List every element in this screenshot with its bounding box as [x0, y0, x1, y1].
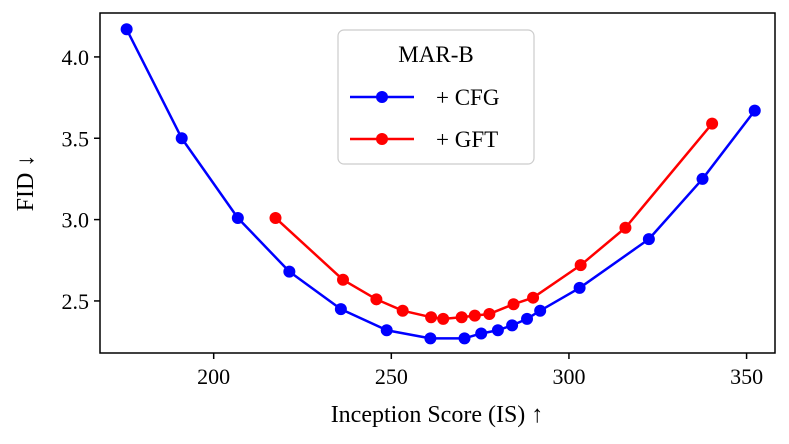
- data-point-cfg-12: [534, 304, 547, 317]
- data-point-cfg-3: [283, 265, 296, 278]
- data-point-cfg-14: [642, 233, 655, 246]
- series-gft: [269, 117, 719, 325]
- y-tick-label: 3.0: [62, 208, 90, 233]
- legend-marker-cfg: [376, 91, 388, 103]
- legend-box: [337, 29, 535, 165]
- legend-entry-gft: + GFT: [350, 127, 498, 152]
- data-point-cfg-13: [573, 281, 586, 294]
- data-point-cfg-10: [506, 319, 519, 332]
- data-point-gft-9: [507, 298, 520, 311]
- data-point-cfg-16: [748, 104, 761, 117]
- data-point-gft-12: [619, 221, 632, 234]
- data-point-cfg-8: [475, 327, 488, 340]
- legend-title: MAR-B: [398, 42, 473, 67]
- data-point-cfg-1: [175, 132, 188, 145]
- data-point-gft-6: [455, 311, 468, 324]
- legend-marker-gft: [376, 133, 388, 145]
- legend-label-cfg: + CFG: [436, 85, 499, 110]
- x-axis-label: Inception Score (IS) ↑: [331, 402, 544, 428]
- ticks-layer: 200 250 300 350 2.5 3.0 3.5 4.0: [62, 45, 764, 389]
- legend: MAR-B + CFG + GFT: [337, 29, 535, 165]
- x-tick-label: 350: [730, 364, 763, 389]
- data-point-cfg-7: [458, 332, 471, 345]
- data-point-gft-0: [269, 211, 282, 224]
- data-point-cfg-6: [424, 332, 437, 345]
- data-point-gft-8: [483, 307, 496, 320]
- y-axis-label: FID ↓: [13, 155, 39, 212]
- data-point-cfg-4: [334, 303, 347, 316]
- data-point-gft-3: [396, 304, 409, 317]
- y-tick-label: 3.5: [62, 126, 90, 151]
- legend-label-gft: + GFT: [436, 127, 498, 152]
- data-point-cfg-2: [231, 211, 244, 224]
- data-point-cfg-0: [120, 23, 133, 36]
- data-point-cfg-9: [491, 324, 504, 337]
- data-point-gft-7: [468, 309, 481, 322]
- series-layer: [120, 23, 761, 345]
- data-point-gft-4: [425, 311, 438, 324]
- data-point-cfg-5: [380, 324, 393, 337]
- data-point-gft-11: [574, 259, 587, 272]
- data-point-gft-10: [527, 291, 540, 304]
- legend-entry-cfg: + CFG: [350, 85, 499, 110]
- plot-frame: [99, 12, 776, 354]
- y-tick-label: 4.0: [62, 45, 90, 70]
- data-point-gft-13: [706, 117, 719, 130]
- x-tick-label: 250: [375, 364, 408, 389]
- data-point-cfg-15: [696, 172, 709, 185]
- data-point-cfg-11: [521, 312, 534, 325]
- series-cfg: [120, 23, 761, 345]
- x-tick-label: 300: [552, 364, 585, 389]
- data-point-gft-5: [437, 312, 450, 325]
- data-point-gft-1: [337, 273, 349, 286]
- x-tick-label: 200: [197, 364, 230, 389]
- data-point-gft-2: [370, 293, 383, 306]
- y-tick-label: 2.5: [62, 289, 90, 314]
